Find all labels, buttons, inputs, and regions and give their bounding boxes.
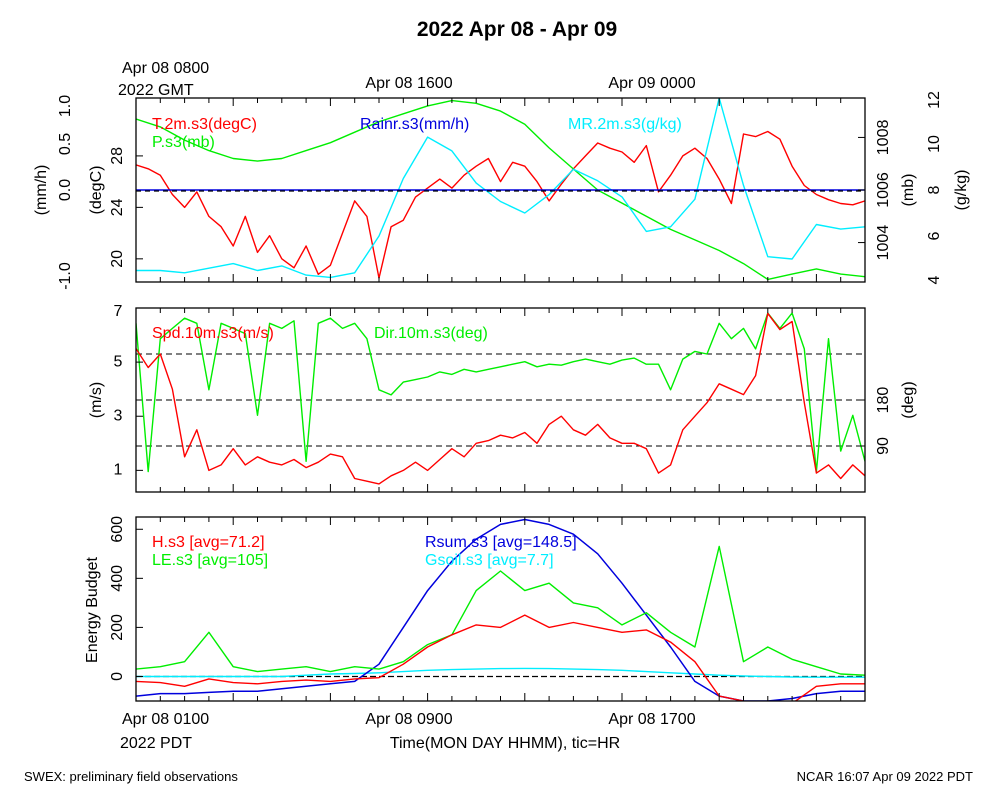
- footer-left: SWEX: preliminary field observations: [24, 769, 238, 784]
- y-axis-label-gkg: (g/kg): [953, 170, 970, 211]
- top-time-mid1: Apr 08 1600: [365, 75, 452, 92]
- y-tick-label-gkg: 8: [926, 185, 943, 194]
- y-tick-label-degc: 20: [109, 250, 126, 268]
- bottom-time-mid2: Apr 08 1700: [608, 711, 695, 728]
- series-line-gsoil: [136, 667, 865, 678]
- y-tick-label-energy: 200: [109, 614, 126, 641]
- y-tick-label-mmh: 0.0: [57, 179, 74, 201]
- y-tick-label-energy: 400: [109, 565, 126, 592]
- y-tick-label-ms: 7: [114, 303, 123, 320]
- y-tick-label-mmh: 1.0: [57, 95, 74, 117]
- panel-energy-budget: H.s3 [avg=71.2]LE.s3 [avg=105] Rsum.s3 [a…: [84, 516, 866, 702]
- y-axis-label-mb: (mb): [900, 174, 917, 207]
- legend-latent-heat: LE.s3 [avg=105]: [152, 552, 268, 569]
- legend-wind-speed: Spd.10m.s3(m/s): [152, 325, 274, 342]
- y-axis-label-mmh: (mm/h): [33, 165, 50, 216]
- panel-temperature-pressure: T.2m.s3(degC)P.s3(mb) Rainr.s3(mm/h) MR.2m…: [33, 91, 970, 290]
- series-line-h: [136, 614, 865, 701]
- series-line-mr: [136, 98, 865, 279]
- legend-sensible-heat: H.s3 [avg=71.2]: [152, 534, 265, 551]
- legend-pressure: P.s3(mb): [152, 134, 215, 151]
- y-tick-label-deg: 180: [875, 387, 892, 414]
- series-line-rsum: [136, 518, 865, 701]
- footer-right: NCAR 16:07 Apr 09 2022 PDT: [797, 769, 973, 784]
- legend-rain-rate: Rainr.s3(mm/h): [360, 116, 469, 133]
- y-tick-label-mb: 1008: [875, 120, 892, 156]
- y-axis-label-degc: (degC): [88, 166, 105, 215]
- y-tick-label-degc: 24: [109, 198, 126, 216]
- y-axis-label-deg: (deg): [900, 381, 917, 418]
- series-line-p: [136, 99, 865, 281]
- top-time-mid2: Apr 09 0000: [608, 75, 695, 92]
- y-tick-label-mmh: -1.0: [57, 262, 74, 290]
- chart-title: 2022 Apr 08 - Apr 09: [417, 18, 617, 41]
- series-line-le: [136, 545, 865, 676]
- y-tick-label-energy: 600: [109, 516, 126, 543]
- series-line-spd: [136, 312, 865, 485]
- y-tick-label-gkg: 10: [926, 135, 943, 153]
- top-time-start-line2: 2022 GMT: [118, 82, 194, 99]
- y-axis-label-ms: (m/s): [88, 382, 105, 418]
- y-tick-label-degc: 28: [109, 147, 126, 165]
- y-tick-label-gkg: 12: [926, 91, 943, 109]
- legend-wind-direction: Dir.10m.s3(deg): [374, 325, 488, 342]
- bottom-time-start-line1: Apr 08 0100: [122, 711, 209, 728]
- y-tick-label-mmh: 0.5: [57, 133, 74, 155]
- y-tick-label-deg: 90: [875, 437, 892, 455]
- legend-temperature: T.2m.s3(degC): [152, 116, 257, 133]
- y-tick-label-energy: 0: [109, 672, 126, 681]
- y-tick-label-gkg: 6: [926, 231, 943, 240]
- series-line-t: [136, 130, 865, 279]
- y-tick-label-ms: 5: [114, 353, 123, 370]
- y-tick-label-mb: 1006: [875, 172, 892, 208]
- x-axis-title: Time(MON DAY HHMM), tic=HR: [390, 735, 620, 752]
- top-time-start-line1: Apr 08 0800: [122, 60, 209, 77]
- y-tick-label-gkg: 4: [926, 275, 943, 284]
- legend-soil-heat-flux: Gsoil.s3 [avg=7.7]: [425, 552, 554, 569]
- legend-mixing-ratio: MR.2m.s3(g/kg): [568, 116, 682, 133]
- y-tick-label-ms: 3: [114, 407, 123, 424]
- bottom-time-start-line2: 2022 PDT: [120, 735, 192, 752]
- bottom-time-mid1: Apr 08 0900: [365, 711, 452, 728]
- panel-wind: Spd.10m.s3(m/s) Dir.10m.s3(deg) 1 3 5 7 (m/s)…: [88, 303, 917, 493]
- legend-net-radiation: Rsum.s3 [avg=148.5]: [425, 534, 577, 551]
- series-line-dir: [136, 312, 865, 473]
- y-tick-label-mb: 1004: [875, 225, 892, 261]
- y-tick-label-ms: 1: [114, 462, 123, 479]
- y-axis-label-energy: Energy Budget: [84, 557, 101, 663]
